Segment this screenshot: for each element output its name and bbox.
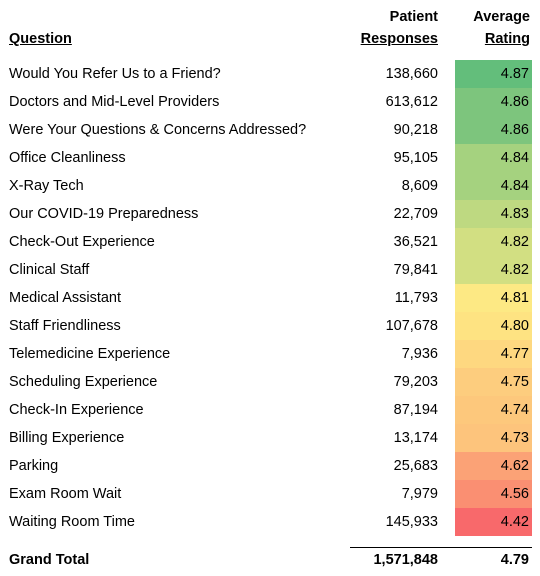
responses: 7,936 — [401, 346, 438, 362]
question: Staff Friendliness — [9, 318, 121, 334]
question: Scheduling Experience — [9, 374, 158, 390]
responses: 25,683 — [393, 458, 438, 474]
rating-cell — [455, 228, 532, 256]
column-header: Rating — [484, 31, 530, 47]
rating: 4.86 — [500, 94, 529, 110]
column-header: Question — [9, 31, 72, 47]
responses: 87,194 — [393, 402, 438, 418]
rating: 4.83 — [500, 206, 529, 222]
rating: 4.87 — [500, 66, 529, 82]
question: Parking — [9, 458, 59, 474]
question: Medical Assistant — [9, 290, 122, 306]
rating: 4.84 — [500, 178, 529, 194]
responses: 36,521 — [393, 234, 438, 250]
question: Billing Experience — [9, 430, 125, 446]
rating: 4.62 — [500, 458, 529, 474]
rating-cell — [455, 60, 532, 88]
question: Were Your Questions & Concerns Addressed… — [9, 122, 307, 138]
responses: 79,203 — [393, 374, 438, 390]
rating-cell — [455, 368, 532, 396]
question: Would You Refer Us to a Friend? — [9, 66, 221, 82]
total-rating: 4.79 — [500, 552, 529, 568]
rating: 4.77 — [500, 346, 529, 362]
rating-cell — [455, 340, 532, 368]
responses: 138,660 — [385, 66, 438, 82]
rating-cell — [455, 452, 532, 480]
rating-cell — [455, 256, 532, 284]
question: X-Ray Tech — [9, 178, 84, 194]
responses: 11,793 — [394, 290, 438, 306]
responses: 8,609 — [401, 178, 438, 194]
responses: 13,174 — [393, 430, 438, 446]
responses: 107,678 — [385, 318, 438, 334]
rating: 4.80 — [500, 318, 529, 334]
responses: 22,709 — [393, 206, 438, 222]
rating: 4.42 — [500, 514, 529, 530]
question: Office Cleanliness — [9, 150, 126, 166]
question: Check-In Experience — [9, 402, 144, 418]
rating-cell — [455, 480, 532, 508]
rating-cell — [455, 144, 532, 172]
rating: 4.82 — [500, 234, 529, 250]
question: Exam Room Wait — [9, 486, 122, 502]
column-header: Responses — [360, 31, 438, 47]
question: Doctors and Mid-Level Providers — [9, 94, 220, 110]
responses: 79,841 — [393, 262, 438, 278]
rating: 4.86 — [500, 122, 529, 138]
question: Telemedicine Experience — [9, 346, 171, 362]
rating: 4.84 — [500, 150, 529, 166]
question: Check-Out Experience — [9, 234, 155, 250]
question: Our COVID-19 Preparedness — [9, 206, 199, 222]
responses: 613,612 — [385, 94, 438, 110]
responses: 90,218 — [393, 122, 438, 138]
total-label: Grand Total — [9, 552, 90, 568]
rating-cell — [455, 396, 532, 424]
rating-cell — [455, 284, 532, 312]
rating: 4.74 — [500, 402, 529, 418]
rating-cell — [455, 508, 532, 536]
rating: 4.75 — [500, 374, 529, 390]
responses: 95,105 — [393, 150, 438, 166]
responses: 145,933 — [385, 514, 438, 530]
question: Clinical Staff — [9, 262, 90, 278]
rating-cell — [455, 88, 532, 116]
rating: 4.73 — [500, 430, 529, 446]
rating-cell — [455, 312, 532, 340]
column-header: Patient — [389, 9, 438, 25]
rating-cell — [455, 424, 532, 452]
question: Waiting Room Time — [9, 514, 135, 530]
rating-cell — [455, 116, 532, 144]
rating-cell — [455, 172, 532, 200]
rating: 4.82 — [500, 262, 529, 278]
total-border — [350, 547, 532, 548]
rating: 4.56 — [500, 486, 529, 502]
column-header: Average — [473, 9, 530, 25]
rating-cell — [455, 200, 532, 228]
total-responses: 1,571,848 — [373, 552, 438, 568]
responses: 7,979 — [401, 486, 438, 502]
rating: 4.81 — [500, 290, 529, 306]
